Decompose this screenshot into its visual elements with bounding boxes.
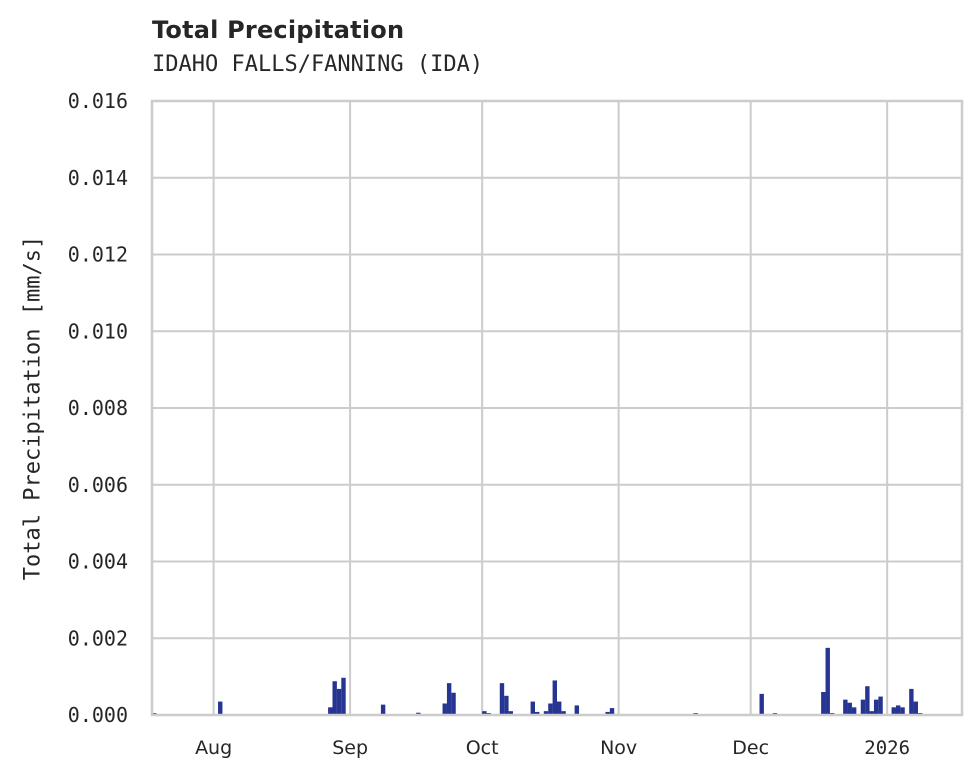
precip-bar xyxy=(873,699,879,715)
precip-bar xyxy=(218,701,223,715)
precip-bar xyxy=(891,707,896,715)
precip-bar xyxy=(442,703,447,715)
y-tick-label: 0.000 xyxy=(68,703,128,727)
precip-bar xyxy=(508,711,513,715)
y-tick-label: 0.002 xyxy=(68,626,128,650)
precip-bar xyxy=(341,677,346,715)
precip-bar xyxy=(543,711,549,715)
y-tick-label: 0.008 xyxy=(68,396,128,420)
x-axis-ticks: Aug Sep Oct Nov Dec 2026 xyxy=(195,737,910,759)
precip-bar xyxy=(869,711,874,715)
precip-bar xyxy=(561,711,566,715)
precip-bar xyxy=(557,701,562,715)
x-tick-label: Nov xyxy=(600,737,637,759)
precip-bar xyxy=(825,647,830,715)
x-tick-label: Oct xyxy=(466,737,499,759)
y-tick-label: 0.010 xyxy=(68,319,128,343)
precip-bar xyxy=(336,688,342,715)
precip-bar xyxy=(499,683,505,715)
y-tick-label: 0.012 xyxy=(68,243,128,267)
precip-bar xyxy=(328,707,333,715)
precip-bar xyxy=(821,691,826,715)
x-tick-label: Dec xyxy=(732,737,769,759)
precip-bar xyxy=(605,711,610,715)
precip-bar xyxy=(552,680,557,715)
precip-bar xyxy=(530,701,535,715)
precip-bar xyxy=(900,707,905,715)
precip-bar xyxy=(843,699,848,715)
precip-bar xyxy=(895,705,901,715)
precip-bar xyxy=(451,692,456,715)
x-tick-label: 2026 xyxy=(864,737,910,759)
precip-bar xyxy=(609,708,615,715)
x-tick-label: Sep xyxy=(332,737,368,759)
y-tick-label: 0.004 xyxy=(68,550,128,574)
y-tick-label: 0.006 xyxy=(68,473,128,497)
precip-bar xyxy=(534,711,540,715)
precip-bar xyxy=(909,688,914,715)
precip-bar xyxy=(446,683,452,715)
precip-bar xyxy=(548,703,553,715)
precip-bar xyxy=(759,693,764,715)
precip-bar xyxy=(865,686,870,715)
precip-bar xyxy=(851,707,857,715)
y-tick-label: 0.016 xyxy=(68,89,128,113)
precip-bar xyxy=(913,701,918,715)
precip-bar xyxy=(482,711,487,715)
y-axis-ticks: 0.000 0.002 0.004 0.006 0.008 0.010 0.012 0.014… xyxy=(68,89,128,727)
precip-bar xyxy=(847,702,852,715)
plot-frame xyxy=(150,99,964,717)
precipitation-bars xyxy=(152,647,923,715)
chart-title: Total Precipitation xyxy=(152,16,405,44)
grid-lines xyxy=(152,100,962,716)
precip-bar xyxy=(860,699,866,715)
precip-bar xyxy=(504,695,509,715)
precip-bar xyxy=(878,696,883,715)
x-tick-label: Aug xyxy=(195,737,232,759)
chart-subtitle: IDAHO FALLS/FANNING (IDA) xyxy=(152,52,484,77)
precip-bar xyxy=(380,704,386,715)
y-tick-label: 0.014 xyxy=(68,166,128,190)
precip-bar xyxy=(574,705,580,715)
precip-bar xyxy=(332,681,337,715)
